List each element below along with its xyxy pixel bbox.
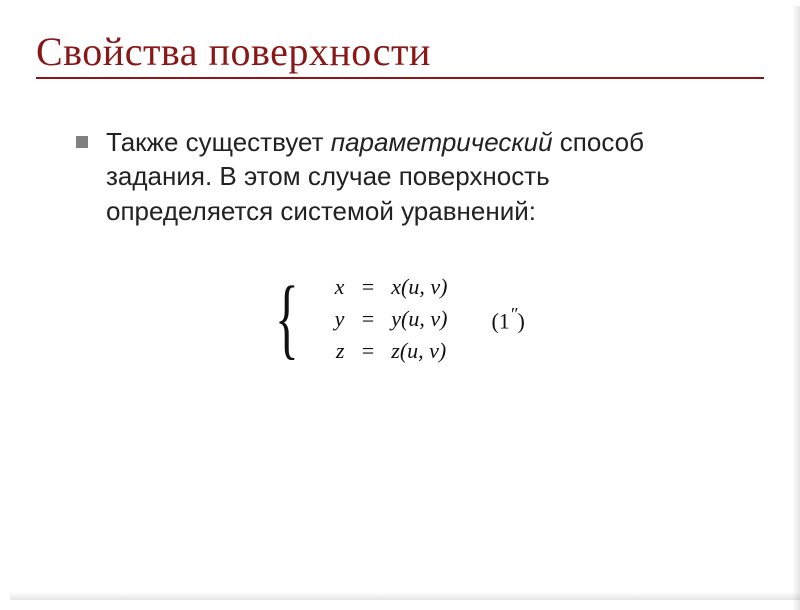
eq-rhs: z(u, v) (391, 338, 447, 364)
eq-rhs: y(u, v) (391, 306, 447, 332)
left-brace-icon: { (275, 283, 299, 355)
label-close: ) (517, 308, 524, 333)
slide-title: Свойства поверхности (36, 28, 764, 75)
text-run: Также существует (106, 127, 331, 157)
bullet-item: Также существует параметрический способ … (76, 125, 724, 228)
paragraph: Также существует параметрический способ … (106, 125, 724, 228)
slide-body: Также существует параметрический способ … (36, 125, 764, 364)
text-run-italic: параметрический (331, 127, 553, 157)
equation-label: (1″) (491, 304, 524, 334)
eq-equals: = (360, 274, 375, 300)
slide-shadow-right (792, 6, 800, 610)
equation-system: { x = x(u, v) y = y(u, v) z = z(u, v) (1″) (76, 274, 724, 364)
eq-var: z (328, 338, 344, 364)
eq-equals: = (360, 306, 375, 332)
eq-equals: = (360, 338, 375, 364)
title-block: Свойства поверхности (36, 28, 764, 79)
brace-group: { x = x(u, v) y = y(u, v) z = z(u, v) (275, 274, 447, 364)
equation-rows: x = x(u, v) y = y(u, v) z = z(u, v) (328, 274, 447, 364)
eq-var: y (328, 306, 344, 332)
square-bullet-icon (76, 136, 88, 148)
eq-rhs: x(u, v) (391, 274, 447, 300)
slide-shadow-bottom (10, 592, 800, 600)
slide: Свойства поверхности Также существует па… (0, 0, 800, 600)
eq-var: x (328, 274, 344, 300)
label-open: (1 (491, 308, 509, 333)
